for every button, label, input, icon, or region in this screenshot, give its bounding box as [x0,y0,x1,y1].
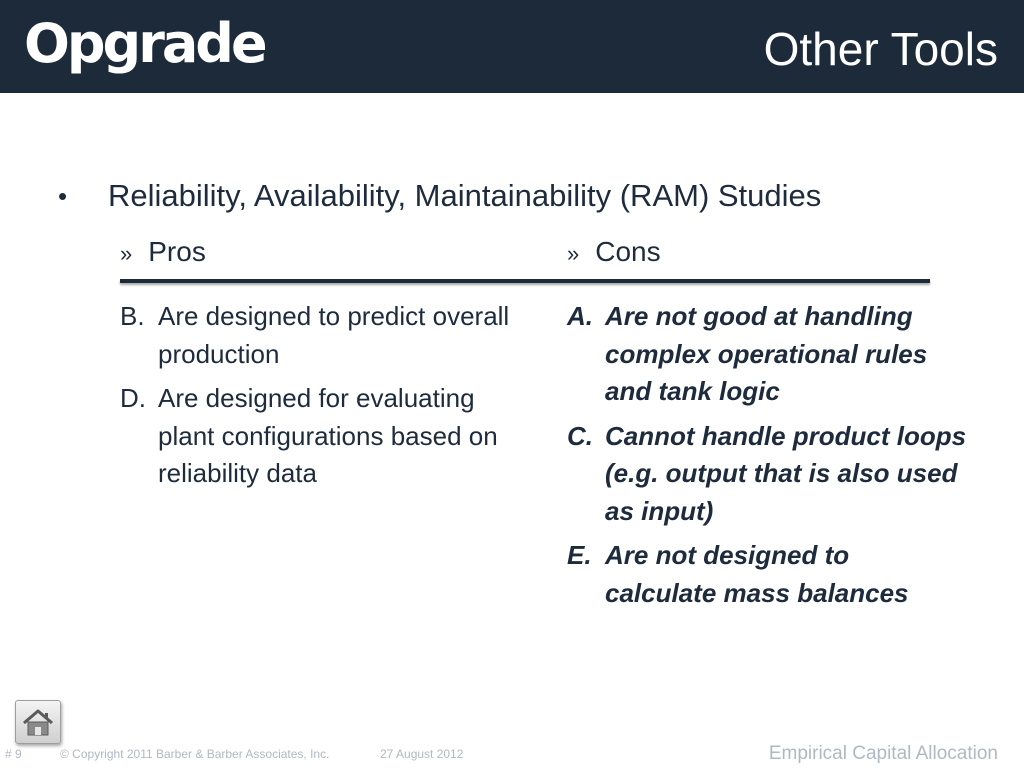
item-letter: C. [567,420,593,451]
home-icon [23,709,53,736]
item-letter: E. [567,540,592,570]
item-text: Cannot handle product loops (e.g. output… [605,420,967,526]
item-text: Are designed for evaluating plant config… [158,383,498,488]
item-text: Are not good at handling complex operati… [605,301,928,406]
item-text: Are not designed to calculate mass balan… [605,540,909,608]
item-letter: A. [567,301,593,331]
pros-list: B. Are designed to predict overall produ… [120,298,530,500]
cons-marker-icon: » [567,241,580,266]
pros-heading-text: Pros [148,236,206,267]
slide-title: Other Tools [763,23,998,75]
pros-marker-icon: » [120,241,133,266]
deck-title: Empirical Capital Allocation [768,743,998,764]
main-bullet-text: Reliability, Availability, Maintainabili… [108,178,822,213]
item-text: Are designed to predict overall producti… [158,301,510,369]
cons-heading: » Cons [567,234,661,272]
slide-header: Opgrade Other Tools [0,0,1024,93]
cons-heading-text: Cons [595,236,661,267]
list-item: B. Are designed to predict overall produ… [120,298,530,373]
presentation-date: 27 August 2012 [380,747,464,761]
slide-number: # 9 [5,747,22,761]
item-letter: D. [120,383,146,413]
column-divider [120,279,930,283]
list-item: A. Are not good at handling complex oper… [567,298,967,411]
list-item: D. Are designed for evaluating plant con… [120,380,530,493]
list-item: C. Cannot handle product loops (e.g. out… [567,418,967,531]
copyright-text: © Copyright 2011 Barber & Barber Associa… [60,747,330,761]
bullet-icon: • [58,181,68,211]
cons-list: A. Are not good at handling complex oper… [567,298,967,619]
home-button[interactable] [15,700,61,744]
company-logo: Opgrade [24,12,268,75]
pros-heading: » Pros [120,234,206,272]
list-item: E. Are not designed to calculate mass ba… [567,537,967,612]
item-letter: B. [120,301,145,331]
